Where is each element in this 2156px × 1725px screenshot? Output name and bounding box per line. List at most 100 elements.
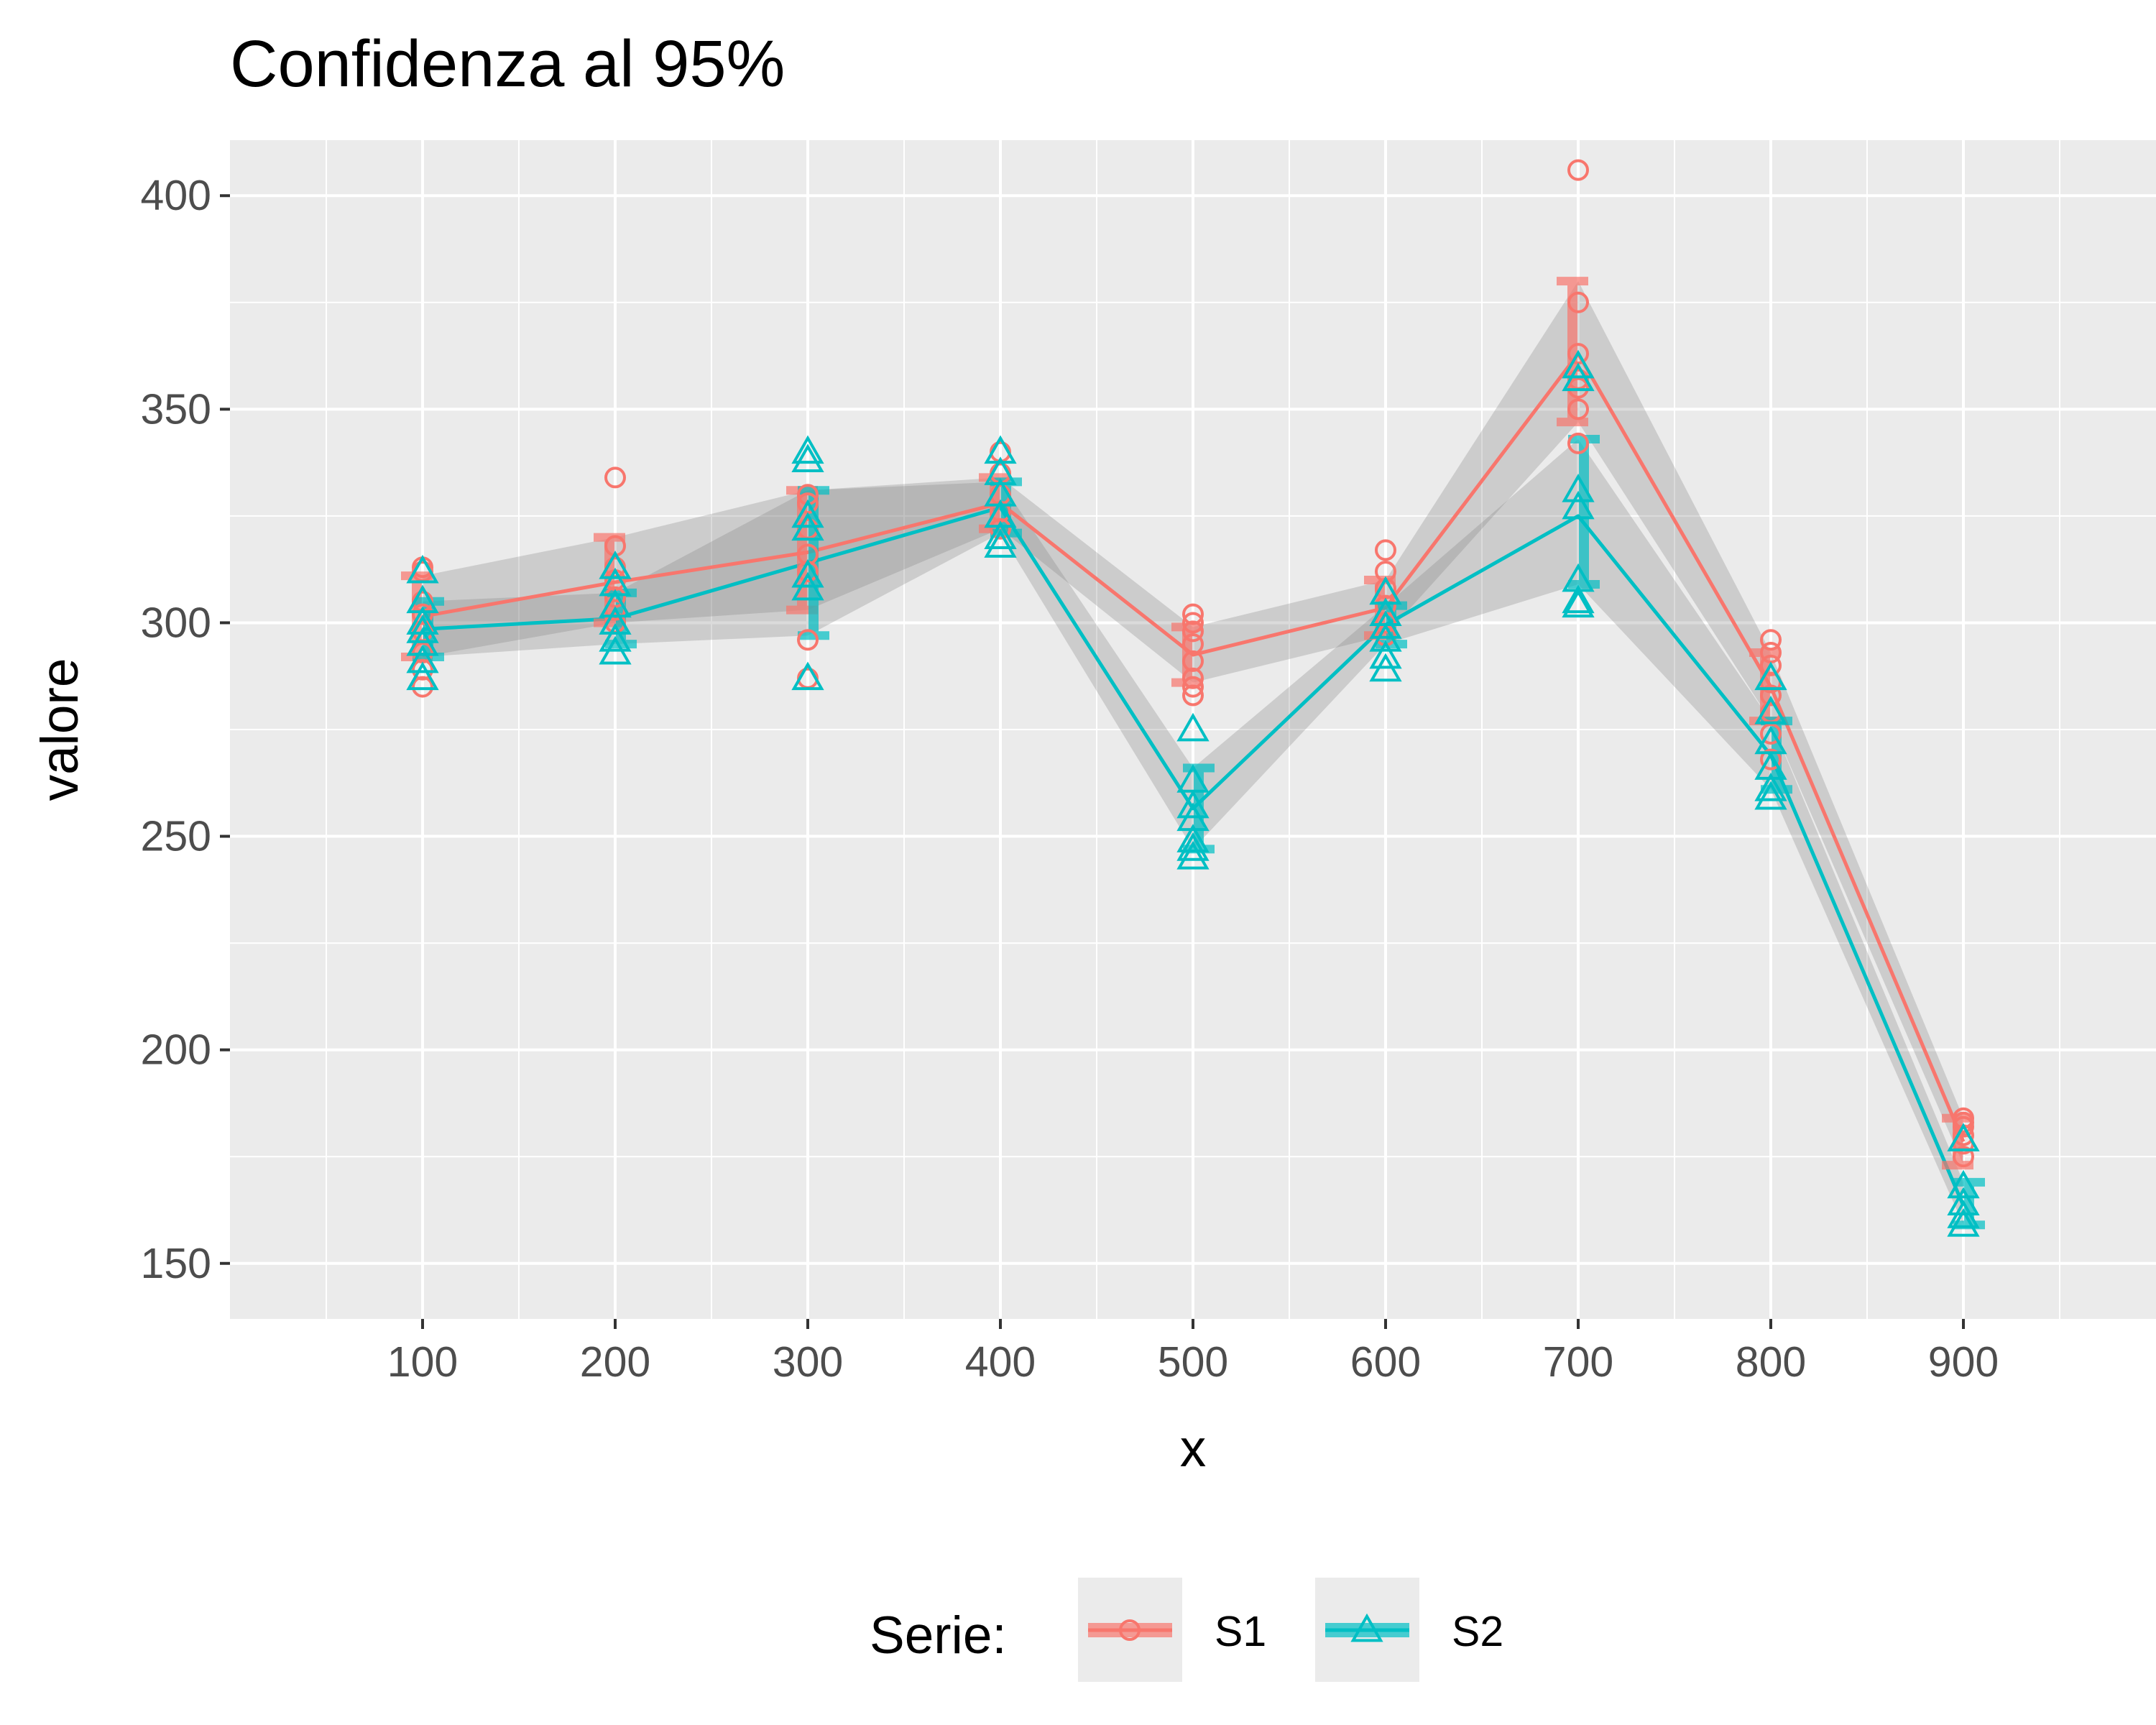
y-tick-label: 300 [141,599,211,646]
legend-label-S2: S2 [1452,1608,1503,1655]
point-S1 [1760,684,1782,707]
axes: 100 200 300 400 500 600 700 800 900 150 200 250 300 3… [141,172,1999,1386]
point-S1 [1182,676,1204,698]
point-S2 [984,520,1017,550]
point-S2 [406,554,439,584]
x-tick-label: 900 [1928,1338,1999,1386]
point-S2 [791,661,824,691]
point-S2 [791,435,824,464]
point-S2 [1176,789,1210,819]
point-S2 [1369,610,1402,639]
x-tick-label: 100 [387,1338,458,1386]
point-S1 [1567,291,1589,313]
legend-label-S1: S1 [1215,1608,1266,1655]
point-S2 [406,627,439,656]
point-S2 [1754,781,1787,810]
point-S1 [412,658,433,681]
chart-title: Confidenza al 95% [230,27,785,101]
point-S2 [791,558,824,588]
point-S1 [1182,684,1204,707]
error-bar-S2 [1568,434,1600,589]
legend-key-marker [1119,1619,1141,1641]
point-S1 [1182,603,1204,625]
data-points [406,159,1980,1237]
point-S2 [1947,1208,1980,1237]
point-S2 [599,550,632,579]
y-tick-label: 200 [141,1026,211,1074]
point-S1 [1760,654,1782,676]
point-S1 [1567,159,1589,181]
point-S2 [1176,824,1210,852]
point-S2 [1754,696,1787,724]
point-S1 [1760,629,1782,651]
x-tick-label: 500 [1158,1338,1228,1386]
point-S1 [1182,650,1204,672]
point-S2 [791,443,824,473]
point-S1 [990,518,1011,540]
point-S2 [791,499,824,528]
y-tick-label: 350 [141,385,211,433]
y-tick-label: 400 [141,172,211,219]
legend: Serie: S1 S2 [870,1578,1503,1682]
legend-key-S1 [1078,1578,1182,1682]
legend-key-marker [1350,1613,1383,1642]
point-S2 [1947,1123,1980,1151]
point-S1 [1375,539,1396,561]
point-S1 [1760,748,1782,770]
point-S2 [791,512,824,541]
point-S2 [599,622,632,652]
point-S1 [1182,667,1204,689]
point-S2 [1369,640,1402,669]
point-S2 [1562,474,1595,502]
point-S1 [1567,432,1589,454]
legend-title: Serie: [870,1606,1007,1665]
point-S1 [1182,633,1204,656]
x-tick-label: 400 [965,1338,1036,1386]
point-S2 [1947,1169,1980,1199]
point-S1 [1567,398,1589,420]
point-S1 [412,603,433,625]
legend-key-S2 [1315,1578,1419,1682]
point-S2 [1176,832,1210,861]
x-tick-label: 800 [1736,1338,1806,1386]
point-S2 [406,644,439,673]
point-S2 [1562,362,1595,392]
point-S2 [599,589,632,618]
point-S2 [1562,589,1595,618]
x-axis-title: x [1180,1420,1207,1478]
point-S1 [1953,1146,1974,1168]
x-tick-label: 200 [580,1338,650,1386]
y-axis-title: valore [31,658,89,801]
gridlines [230,140,2156,1319]
point-S1 [1760,722,1782,745]
point-S2 [791,571,824,601]
point-S2 [599,606,632,635]
point-S2 [1369,622,1402,652]
error-bar-S1 [1557,277,1588,427]
point-S1 [1182,612,1204,634]
point-S1 [1953,1116,1974,1138]
point-S2 [1176,712,1210,742]
y-tick-label: 150 [141,1240,211,1287]
y-tick-label: 250 [141,813,211,860]
point-S2 [406,661,439,691]
series-line-S2 [422,505,1966,1207]
point-S1 [412,676,433,698]
x-tick-label: 600 [1350,1338,1421,1386]
point-S1 [1182,620,1204,643]
point-S2 [1562,490,1595,520]
point-S2 [1754,661,1787,691]
x-tick-label: 700 [1543,1338,1613,1386]
point-S1 [604,466,626,489]
point-S2 [599,635,632,665]
point-S1 [797,629,819,651]
point-S2 [1754,772,1787,801]
point-S2 [406,615,439,643]
point-S2 [1176,841,1210,870]
point-S2 [1947,1200,1980,1228]
point-S1 [1567,377,1589,399]
point-S2 [984,529,1017,558]
point-S2 [1369,653,1402,682]
point-S2 [1562,584,1595,614]
